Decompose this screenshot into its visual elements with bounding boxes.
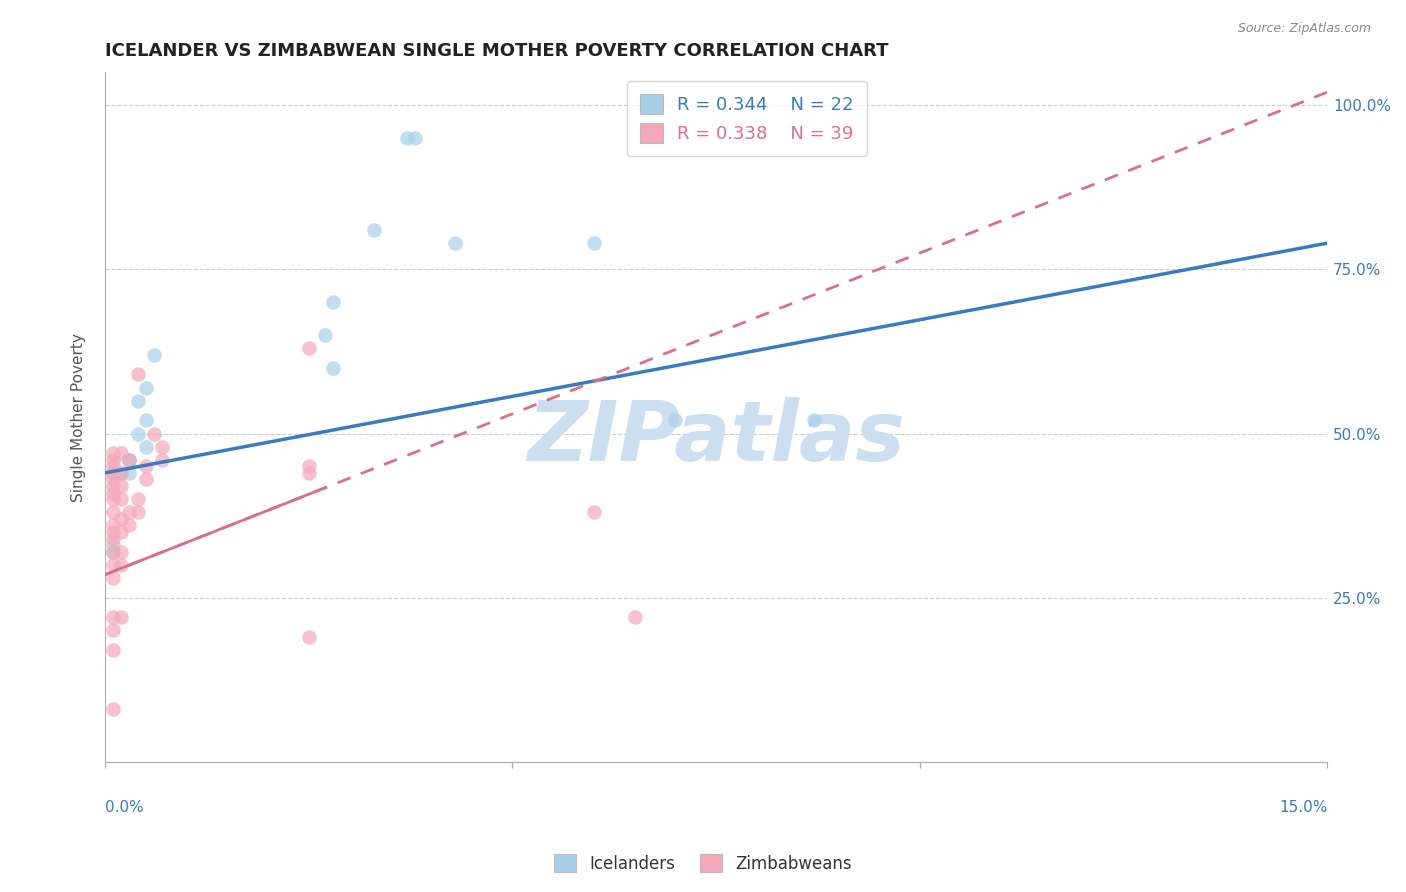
Point bbox=[110, 610, 132, 624]
Point bbox=[101, 544, 124, 558]
Point bbox=[444, 236, 467, 251]
Point bbox=[404, 131, 426, 145]
Point bbox=[110, 466, 132, 480]
Y-axis label: Single Mother Poverty: Single Mother Poverty bbox=[72, 333, 86, 501]
Point bbox=[135, 380, 157, 394]
Point bbox=[101, 518, 124, 533]
Point bbox=[101, 538, 124, 552]
Point bbox=[135, 459, 157, 474]
Point bbox=[135, 473, 157, 487]
Text: 0.0%: 0.0% bbox=[105, 800, 143, 814]
Text: Source: ZipAtlas.com: Source: ZipAtlas.com bbox=[1237, 22, 1371, 36]
Point bbox=[142, 426, 165, 441]
Point bbox=[101, 524, 124, 539]
Point bbox=[101, 473, 124, 487]
Point bbox=[298, 459, 321, 474]
Point bbox=[110, 524, 132, 539]
Point bbox=[150, 440, 173, 454]
Point bbox=[101, 446, 124, 460]
Point bbox=[101, 571, 124, 585]
Point bbox=[298, 630, 321, 644]
Point bbox=[298, 466, 321, 480]
Point bbox=[298, 341, 321, 355]
Point bbox=[101, 452, 124, 467]
Point bbox=[127, 426, 149, 441]
Point bbox=[118, 452, 141, 467]
Point bbox=[101, 624, 124, 638]
Point bbox=[110, 479, 132, 493]
Point bbox=[110, 492, 132, 507]
Point bbox=[582, 236, 605, 251]
Text: 15.0%: 15.0% bbox=[1279, 800, 1327, 814]
Point bbox=[110, 544, 132, 558]
Point bbox=[118, 505, 141, 519]
Point bbox=[110, 558, 132, 572]
Point bbox=[127, 492, 149, 507]
Point bbox=[101, 505, 124, 519]
Point bbox=[101, 702, 124, 716]
Point bbox=[101, 485, 124, 500]
Point bbox=[582, 505, 605, 519]
Point bbox=[395, 131, 418, 145]
Point bbox=[101, 532, 124, 546]
Point bbox=[322, 360, 344, 375]
Legend: R = 0.344    N = 22, R = 0.338    N = 39: R = 0.344 N = 22, R = 0.338 N = 39 bbox=[627, 81, 866, 155]
Point bbox=[101, 544, 124, 558]
Point bbox=[150, 452, 173, 467]
Point bbox=[127, 393, 149, 408]
Point bbox=[118, 466, 141, 480]
Point bbox=[127, 368, 149, 382]
Point bbox=[322, 295, 344, 310]
Point bbox=[135, 413, 157, 427]
Point bbox=[110, 446, 132, 460]
Point bbox=[127, 505, 149, 519]
Point bbox=[101, 492, 124, 507]
Point bbox=[664, 413, 686, 427]
Point bbox=[135, 440, 157, 454]
Legend: Icelanders, Zimbabweans: Icelanders, Zimbabweans bbox=[547, 847, 859, 880]
Point bbox=[101, 459, 124, 474]
Point bbox=[314, 328, 336, 343]
Point bbox=[101, 643, 124, 657]
Point bbox=[110, 512, 132, 526]
Point bbox=[118, 452, 141, 467]
Text: ZIPatlas: ZIPatlas bbox=[527, 397, 905, 478]
Point bbox=[101, 466, 124, 480]
Text: ICELANDER VS ZIMBABWEAN SINGLE MOTHER POVERTY CORRELATION CHART: ICELANDER VS ZIMBABWEAN SINGLE MOTHER PO… bbox=[105, 42, 889, 60]
Point bbox=[142, 348, 165, 362]
Point bbox=[803, 413, 825, 427]
Point bbox=[623, 610, 645, 624]
Point bbox=[101, 558, 124, 572]
Point bbox=[363, 223, 385, 237]
Point bbox=[101, 479, 124, 493]
Point bbox=[101, 466, 124, 480]
Point bbox=[118, 452, 141, 467]
Point bbox=[118, 518, 141, 533]
Point bbox=[110, 466, 132, 480]
Point bbox=[101, 610, 124, 624]
